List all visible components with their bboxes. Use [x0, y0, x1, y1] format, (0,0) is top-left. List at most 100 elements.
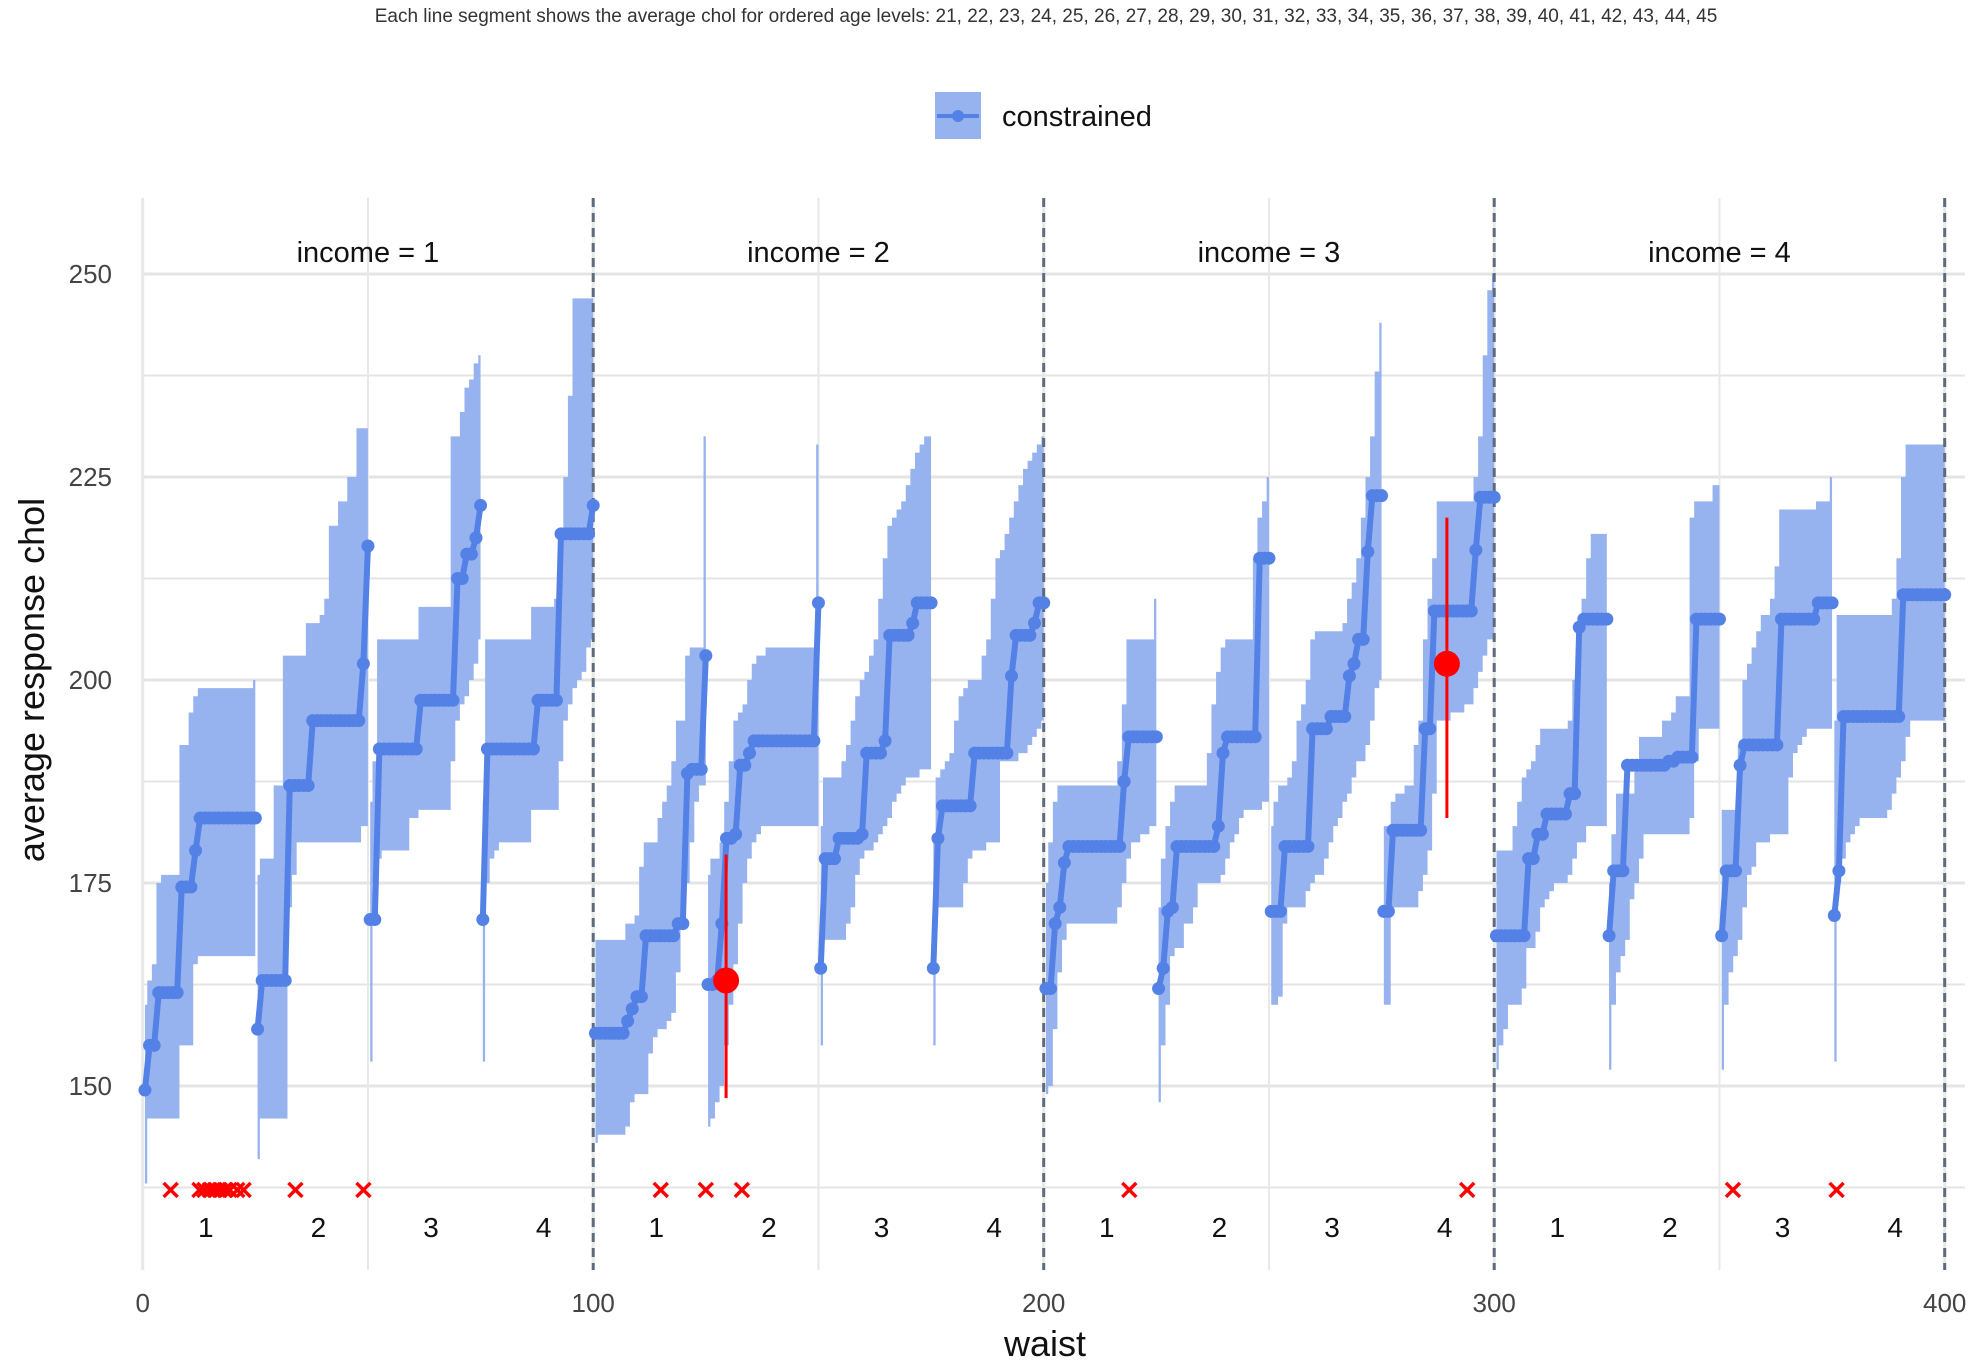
y-tick-label: 225: [69, 462, 112, 492]
mean-point: [1028, 616, 1042, 630]
confidence-ribbon: [1834, 444, 1945, 1062]
group-label: 4: [1887, 1212, 1903, 1243]
mean-point: [1827, 908, 1841, 922]
facet-label: income = 3: [1198, 237, 1341, 269]
group-label: 1: [648, 1212, 664, 1243]
mean-point: [1048, 917, 1062, 931]
mean-point: [667, 929, 681, 943]
mean-point: [1938, 588, 1952, 602]
mean-point: [1044, 982, 1058, 996]
mean-point: [368, 913, 382, 927]
group-label: 3: [1775, 1212, 1791, 1243]
mean-point: [361, 539, 375, 553]
mean-point: [469, 531, 483, 545]
mean-point: [621, 1014, 635, 1028]
mean-point: [1685, 750, 1699, 764]
labels: income = 1 1 2 3 4 income = 2 1 2 3 4 income = 3 1 2…: [198, 237, 1903, 1243]
group-label: 3: [1324, 1212, 1340, 1243]
mean-point: [1600, 612, 1614, 626]
mean-point: [1526, 852, 1540, 866]
cross-mark: [162, 1181, 179, 1199]
confidence-ribbon: [933, 436, 1044, 1046]
cross-mark: [652, 1181, 670, 1199]
confidence-ribbon: [1158, 477, 1269, 1103]
panel-dividers: [591, 198, 1947, 1270]
confidence-ribbon: [1383, 274, 1495, 1005]
mean-point: [827, 852, 841, 866]
mean-point: [1469, 543, 1483, 557]
cross-mark: [733, 1181, 751, 1199]
mean-point: [1414, 823, 1428, 837]
confidence-ribbon: [820, 436, 932, 1046]
mean-point: [1211, 819, 1225, 833]
mean-point: [1000, 746, 1014, 760]
mean-point: [742, 746, 756, 760]
facet-label: income = 2: [747, 237, 890, 269]
cross-mark: [216, 1181, 233, 1199]
mean-point: [926, 961, 940, 975]
mean-point: [1273, 904, 1287, 918]
group-label: 2: [761, 1212, 777, 1243]
mean-point: [1262, 551, 1276, 565]
mean-point: [170, 986, 184, 1000]
confidence-ribbon: [482, 298, 594, 1062]
group-label: 2: [1662, 1212, 1678, 1243]
mean-point: [1005, 669, 1019, 683]
mean-point: [582, 527, 596, 541]
x-tick-label: 200: [1022, 1288, 1065, 1318]
cross-mark: [697, 1181, 715, 1199]
cross-mark: [1724, 1181, 1742, 1199]
mean-point: [616, 1026, 630, 1040]
group-label: 1: [1549, 1212, 1565, 1243]
mean-point: [1152, 982, 1166, 996]
mean-point: [301, 779, 315, 793]
mean-point: [1770, 738, 1784, 752]
mean-point: [901, 628, 915, 642]
mean-point: [807, 734, 821, 748]
mean-point: [634, 990, 648, 1004]
mean-point: [1347, 657, 1361, 671]
mean-point: [699, 649, 713, 663]
legend-label: constrained: [1002, 101, 1152, 133]
y-axis: 150 175 200 225 250: [69, 259, 112, 1101]
group-label: 2: [1212, 1212, 1228, 1243]
highlight-point: [713, 967, 740, 994]
mean-point: [878, 734, 892, 748]
facet-label: income = 1: [297, 237, 440, 269]
mean-point: [1423, 722, 1437, 736]
mean-point: [1832, 864, 1846, 878]
mean-point: [873, 746, 887, 760]
mean-point: [549, 693, 563, 707]
group-label: 4: [536, 1212, 552, 1243]
mean-point: [694, 762, 708, 776]
cross-mark: [229, 1181, 246, 1199]
mean-point: [625, 1002, 639, 1016]
mean-point: [464, 547, 478, 561]
mean-point: [1517, 929, 1531, 943]
group-label: 4: [1437, 1212, 1453, 1243]
x-tick-label: 0: [135, 1288, 149, 1318]
mean-point: [1602, 929, 1616, 943]
mean-point: [248, 811, 262, 825]
cross-mark: [1121, 1181, 1138, 1199]
mean-point: [1728, 864, 1742, 878]
group-label: 1: [1099, 1212, 1115, 1243]
mean-point: [1338, 710, 1352, 724]
y-tick-label: 200: [69, 665, 112, 695]
mean-point: [1117, 775, 1131, 788]
mean-point: [1207, 839, 1221, 853]
mean-point: [1487, 490, 1501, 504]
mean-point: [1825, 596, 1839, 610]
mean-point: [526, 742, 540, 756]
mean-point: [1248, 730, 1262, 744]
group-label: 2: [311, 1212, 327, 1243]
mean-point: [1113, 839, 1127, 853]
y-tick-label: 250: [69, 259, 112, 289]
mean-point: [1301, 839, 1315, 853]
mean-point: [1381, 904, 1395, 918]
group-label: 3: [423, 1212, 439, 1243]
mean-point: [924, 596, 938, 610]
confidence-ribbon: [1609, 485, 1720, 1070]
mean-point: [586, 498, 600, 512]
